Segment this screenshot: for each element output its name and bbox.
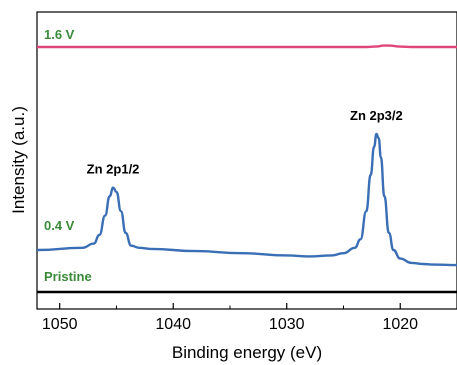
series-label-pristine: Pristine [44, 269, 92, 284]
peak-annotation-zn-2p1-2: Zn 2p1/2 [87, 162, 140, 177]
x-tick-label-1030: 1030 [269, 316, 305, 333]
series-label-0-4-v: 0.4 V [44, 218, 75, 233]
series-layer [36, 44, 457, 294]
x-axis-label: Binding energy (eV) [172, 343, 322, 362]
labels-layer: 1.6 V 0.4 V Pristine Zn 2p1/2 Zn 2p3/2 [44, 27, 403, 284]
x-tick-label-1020: 1020 [382, 316, 418, 333]
series-line-1-6-v [37, 44, 457, 49]
x-tick-label-1050: 1050 [42, 316, 78, 333]
y-axis-label: Intensity (a.u.) [9, 106, 28, 214]
ticks-layer: 1050 1040 1030 1020 [42, 303, 457, 333]
peak-annotation-zn-2p3-2: Zn 2p3/2 [350, 108, 403, 123]
series-label-1-6-v: 1.6 V [44, 27, 75, 42]
series-line-0-4-v [36, 132, 457, 267]
plot-frame [36, 11, 457, 310]
x-tick-label-1040: 1040 [155, 316, 191, 333]
